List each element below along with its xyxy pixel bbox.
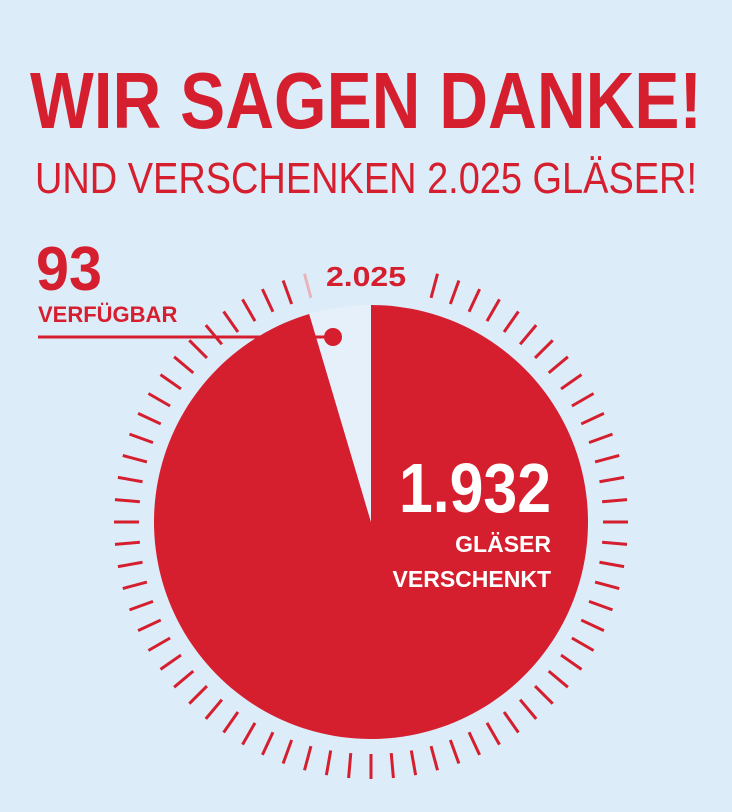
ring-tick [601, 498, 628, 504]
ring-tick [547, 355, 569, 375]
leader-dot [324, 328, 342, 346]
ring-tick [281, 279, 294, 305]
ring-tick [114, 498, 141, 504]
ring-tick [571, 636, 595, 652]
ring-tick [533, 684, 554, 705]
ring-tick [128, 599, 154, 612]
ring-tick [281, 739, 294, 765]
ring-tick [147, 392, 171, 408]
ring-tick [261, 731, 275, 756]
ring-tick [560, 373, 583, 391]
ring-tick [571, 392, 595, 408]
slice-label: VERFÜGBAR [38, 302, 178, 327]
ring-tick [594, 454, 620, 464]
ring-tick [389, 752, 395, 779]
ring-tick [324, 750, 333, 776]
total-label: 2.025 [326, 261, 406, 292]
ring-tick [594, 580, 620, 590]
ring-tick [137, 412, 162, 426]
ring-tick [533, 339, 554, 360]
ring-tick [241, 722, 257, 746]
ring-tick [128, 432, 154, 445]
value-label: 93 [36, 235, 102, 304]
ring-tick [429, 273, 439, 299]
ring-tick [204, 698, 224, 720]
chart-title: WIR SAGEN DANKE! [30, 56, 702, 145]
ring-tick [114, 540, 141, 546]
ring-tick [159, 653, 182, 671]
ring-tick [485, 298, 501, 322]
ring-tick [518, 698, 538, 720]
ring-tick [448, 279, 461, 305]
ring-tick [502, 711, 520, 734]
ring-tick [261, 288, 275, 313]
ring-tick [485, 722, 501, 746]
ring-tick [204, 324, 224, 346]
ring-tick [173, 669, 195, 689]
ring-tick [547, 669, 569, 689]
chart-subtitle: UND VERSCHENKEN 2.025 GLÄSER! [35, 154, 697, 203]
pie-slice [309, 305, 371, 522]
ring-tick [117, 475, 143, 484]
ring-tick [303, 745, 313, 771]
ring-tick [137, 618, 162, 632]
value-label: 1.932 [399, 449, 551, 527]
ring-tick [303, 273, 313, 299]
ring-tick [599, 475, 625, 484]
ring-tick [117, 560, 143, 569]
ring-tick [173, 355, 195, 375]
ring-tick [467, 731, 481, 756]
ring-tick [560, 653, 583, 671]
ring-tick [448, 739, 461, 765]
ring-tick [588, 599, 614, 612]
ring-tick [222, 310, 240, 333]
ring-tick [409, 750, 418, 776]
ring-tick [601, 540, 628, 546]
ring-tick [159, 373, 182, 391]
ring-tick [588, 432, 614, 445]
ring-tick [467, 288, 481, 313]
ring-tick [599, 560, 625, 569]
ring-tick [122, 454, 148, 464]
ring-tick [222, 711, 240, 734]
ring-tick [147, 636, 171, 652]
ring-tick [580, 412, 605, 426]
ring-tick [429, 745, 439, 771]
ring-tick [347, 752, 353, 779]
ring-tick [188, 684, 209, 705]
ring-tick [518, 324, 538, 346]
ring-tick [241, 298, 257, 322]
ring-tick [188, 339, 209, 360]
slice-label: GLÄSER VERSCHENKT [392, 531, 551, 592]
ring-tick [502, 310, 520, 333]
ring-tick [122, 580, 148, 590]
ring-tick [580, 618, 605, 632]
